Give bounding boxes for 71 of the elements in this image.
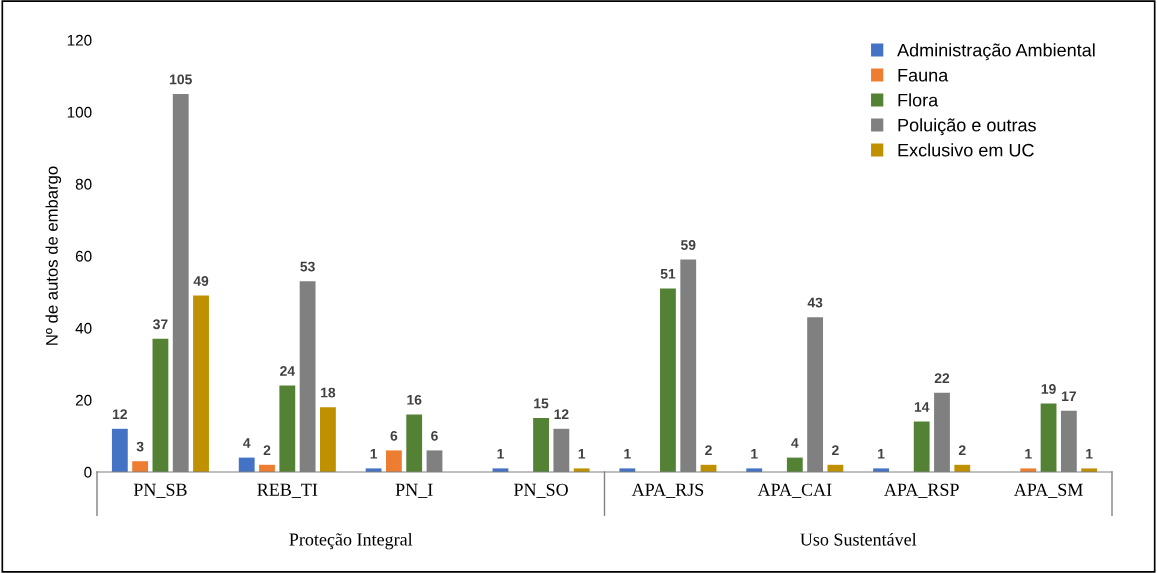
data-label: 2 — [958, 445, 966, 455]
y-tick-label: 100 — [67, 106, 92, 118]
y-tick-label: 80 — [75, 178, 92, 190]
data-label: 53 — [300, 261, 315, 272]
data-label: 2 — [832, 445, 839, 455]
x-tick-label: APA_SM — [1013, 483, 1083, 498]
bar — [913, 421, 930, 472]
data-label: 1 — [878, 449, 885, 459]
x-tick-label: PN_SO — [513, 483, 568, 498]
legend-label: Exclusivo em UC — [898, 143, 1034, 157]
y-tick-label: 60 — [75, 250, 92, 262]
data-label: 51 — [660, 269, 676, 279]
bar — [406, 414, 423, 472]
y-tick-label: 0 — [84, 466, 92, 478]
data-label: 3 — [136, 441, 144, 452]
data-label: 18 — [321, 387, 336, 398]
data-label: 6 — [390, 430, 398, 441]
x-tick-label: APA_RSP — [884, 483, 959, 498]
data-label: 1 — [578, 449, 586, 459]
legend-label: Fauna — [898, 68, 949, 82]
data-label: 1 — [370, 449, 378, 459]
x-tick-label: PN_SB — [133, 483, 187, 498]
bar — [279, 385, 296, 472]
data-label: 17 — [1062, 391, 1076, 401]
bar — [152, 338, 169, 472]
x-tick-label: PN_I — [395, 483, 433, 498]
bar — [385, 450, 402, 472]
data-label: 12 — [112, 409, 128, 419]
bar — [1040, 403, 1057, 472]
bar — [786, 457, 803, 472]
bar — [132, 461, 149, 472]
x-tick-label: APA_RJS — [631, 483, 704, 498]
text: Proteção Integral — [289, 532, 413, 550]
x-tick-label: APA_CAI — [757, 483, 832, 498]
data-label: 12 — [554, 409, 569, 419]
data-label: 14 — [914, 402, 930, 412]
data-label: 49 — [193, 276, 209, 286]
x-tick-label: REB_TI — [257, 483, 318, 498]
y-axis-title: Nº de autos de embargo — [45, 166, 62, 345]
data-label: 1 — [1086, 449, 1093, 459]
data-label: 2 — [263, 445, 271, 455]
legend-label: Flora — [898, 93, 939, 107]
y-tick-label: 20 — [75, 394, 92, 406]
bar — [111, 428, 128, 472]
data-label: 59 — [680, 240, 696, 250]
data-label: 105 — [170, 74, 192, 85]
data-label: 19 — [1041, 384, 1056, 394]
data-label: 1 — [497, 449, 504, 459]
bar — [660, 288, 676, 472]
legend-label: Administração Ambiental — [897, 43, 1095, 61]
data-label: 1 — [751, 449, 758, 459]
data-label: 6 — [431, 430, 438, 441]
text: Uso Sustentável — [800, 532, 917, 546]
data-label: 22 — [934, 373, 950, 383]
data-label: 15 — [534, 398, 549, 409]
bar — [533, 418, 549, 472]
data-label: 4 — [791, 438, 799, 448]
bar — [238, 457, 255, 472]
data-label: 43 — [807, 297, 823, 308]
data-label: 1 — [1025, 449, 1032, 459]
y-tick-label: 120 — [67, 34, 92, 46]
y-tick-label: 40 — [75, 322, 92, 334]
bar — [193, 295, 209, 472]
data-label: 16 — [407, 394, 422, 405]
data-label: 2 — [705, 445, 712, 455]
data-label: 1 — [624, 449, 631, 459]
data-label: 37 — [153, 319, 168, 330]
data-label: 24 — [280, 366, 295, 376]
legend-label: Poluição e outras — [898, 118, 1036, 136]
bar — [320, 407, 336, 472]
data-label: 4 — [243, 438, 251, 448]
